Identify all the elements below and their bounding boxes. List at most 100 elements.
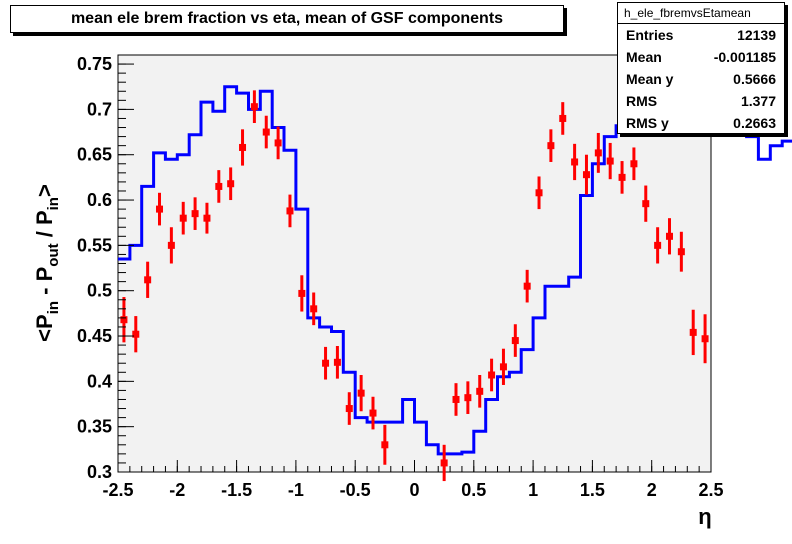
point-marker [310,305,318,313]
data-point [310,292,318,326]
y-label-part-1: in [45,301,62,314]
data-point [250,90,258,123]
data-point [132,316,140,353]
point-marker [179,214,187,222]
y-label-part-0: <P [32,314,57,342]
point-marker [322,359,330,367]
point-marker [286,207,294,215]
point-marker [250,103,258,111]
point-marker [535,189,543,197]
stats-row-mean: Mean -0.001185 [618,46,784,68]
data-point [523,269,531,303]
data-point [120,297,128,343]
point-marker [630,160,638,168]
data-point [689,309,697,356]
x-axis-label: η [698,504,711,529]
y-tick-label: 0.3 [87,462,112,482]
point-marker [132,330,140,338]
point-marker [606,157,614,165]
y-tick-label: 0.75 [77,54,112,74]
data-point [274,126,282,160]
point-marker [665,232,673,240]
x-tick-label: -1 [288,480,304,500]
stats-histogram-name: h_ele_fbremvsEtamean [618,3,784,24]
stats-label: RMS [626,93,658,109]
point-marker [381,441,389,449]
data-point [677,231,685,272]
stats-value: 1.377 [740,93,776,109]
y-label-part-2: - P [32,267,57,301]
point-marker [357,389,365,397]
point-marker [262,128,270,136]
x-axis: -2.5 -2 -1.5 -1 -0.5 0 0.5 1 1.5 2 2.5 [102,460,724,500]
stats-label: RMS y [626,115,669,131]
data-point [642,185,650,222]
y-tick-label: 0.5 [87,281,112,301]
y-label-part-3: out [45,243,62,266]
y-label-part-5: in [45,197,62,210]
data-point [630,147,638,181]
stats-row-mean-y: Mean y 0.5666 [618,68,784,90]
data-point [582,154,590,195]
point-marker [511,337,519,345]
point-marker [274,139,282,147]
data-point [618,161,626,194]
x-tick-label: -0.5 [340,480,371,500]
point-marker [654,241,662,249]
x-tick-label: 1.5 [580,480,605,500]
data-point [203,202,211,234]
x-tick-label: 2.5 [698,480,723,500]
data-point [665,218,673,255]
point-marker [369,409,377,417]
point-marker [440,459,448,467]
y-tick-label: 0.45 [77,326,112,346]
stats-value: -0.001185 [713,49,776,65]
point-marker [547,142,555,150]
x-tick-label: 0 [409,480,419,500]
data-point [535,176,543,210]
data-point [167,227,175,264]
data-point [357,375,365,412]
point-marker [298,289,306,297]
y-axis-label: <Pin - Pout / Pin> [32,184,62,342]
y-tick-label: 0.65 [77,145,112,165]
stats-value: 0.2663 [733,115,776,131]
data-point [547,129,555,162]
data-point [464,381,472,414]
data-point [191,197,199,230]
data-point [594,132,602,173]
data-point [488,358,496,392]
point-marker [167,241,175,249]
data-point [286,194,294,228]
point-marker [499,363,507,371]
y-tick-label: 0.6 [87,190,112,210]
point-marker [345,405,353,413]
data-point [654,227,662,264]
data-point [571,143,579,181]
point-marker [227,180,235,188]
point-marker [203,214,211,222]
y-tick-label: 0.55 [77,235,112,255]
point-marker [156,205,164,213]
stats-value: 12139 [737,27,776,43]
data-point [298,275,306,312]
point-marker [618,173,626,181]
x-tick-label: -1.5 [221,480,252,500]
point-marker [191,210,199,218]
y-tick-label: 0.35 [77,417,112,437]
point-marker [120,316,128,324]
y-label-part-6: > [32,184,57,197]
stats-value: 0.5666 [733,71,776,87]
point-marker [333,358,341,366]
x-tick-label: -2.5 [102,480,133,500]
data-point [345,392,353,425]
y-label-part-4: / P [32,210,57,243]
point-marker [144,276,152,284]
stats-label: Mean [626,49,662,65]
data-point [559,102,567,135]
point-marker [215,182,223,190]
data-point [144,261,152,298]
point-marker [642,200,650,208]
stats-row-rms: RMS 1.377 [618,90,784,112]
y-tick-label: 0.7 [87,99,112,119]
